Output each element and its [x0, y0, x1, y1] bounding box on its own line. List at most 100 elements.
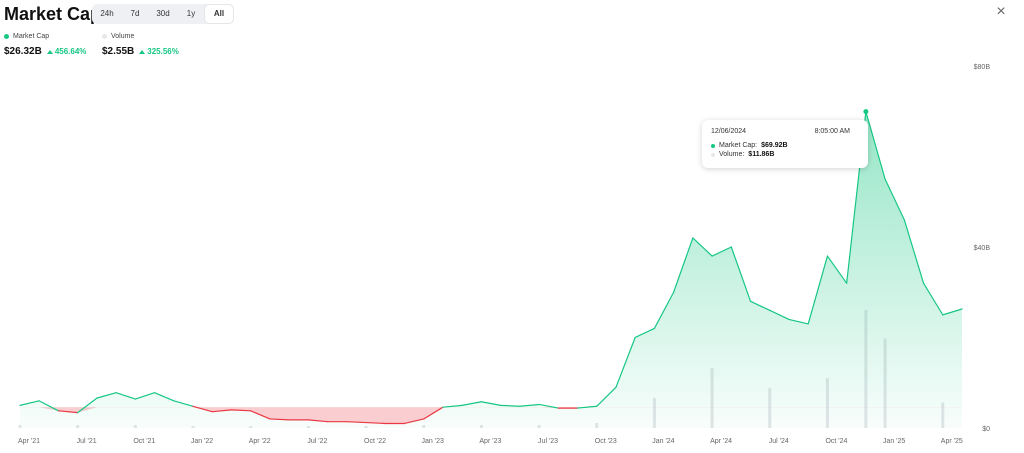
legend-dot-icon	[711, 143, 715, 148]
tooltip-market-cap-value: $69.92B	[761, 142, 788, 149]
market-cap-line-segment	[250, 410, 271, 420]
x-tick-label: Jul '23	[538, 438, 558, 445]
time-range-tabs: 24h 7d 30d 1y All	[92, 4, 234, 24]
market-cap-line-segment	[749, 300, 771, 311]
market-cap-line-segment	[153, 392, 175, 402]
triangle-up-icon	[46, 49, 53, 54]
tab-30d[interactable]: 30d	[156, 9, 170, 18]
market-cap-line-segment	[538, 403, 559, 409]
page-title: Market Cap	[4, 4, 102, 24]
market-cap-line-segment	[500, 404, 521, 407]
market-cap-line-segment	[596, 386, 617, 407]
tab-7d[interactable]: 7d	[130, 9, 140, 18]
market-cap-metric: Market Cap $26.32B 456.64%	[4, 33, 86, 57]
legend-dot-icon	[102, 34, 107, 39]
market-cap-line-segment	[346, 421, 367, 424]
legend-dot-icon	[711, 152, 715, 157]
market-cap-line-segment	[653, 291, 675, 330]
tooltip-market-cap-label: Market Cap:	[719, 142, 758, 149]
tab-1y[interactable]: 1y	[186, 9, 196, 18]
market-cap-line-segment	[884, 178, 905, 221]
triangle-up-icon	[139, 49, 146, 54]
x-tick-label: Apr '22	[249, 438, 271, 445]
chart-tooltip: 12/06/2024 8:05:00 AM Market Cap: $69.92…	[702, 120, 868, 168]
tooltip-volume-label: Volume:	[719, 151, 745, 158]
x-tick-label: Apr '25	[941, 438, 963, 445]
market-cap-line-segment	[19, 400, 40, 406]
x-tick-label: Apr '23	[479, 438, 501, 445]
market-cap-line-segment	[865, 111, 886, 180]
volume-change: 325.56%	[139, 47, 179, 56]
tooltip-volume-value: $11.86B	[748, 151, 775, 158]
market-cap-line-segment	[442, 404, 463, 408]
market-cap-line-segment	[38, 400, 60, 412]
market-cap-line-segment	[77, 397, 98, 414]
market-cap-line-segment	[826, 255, 848, 284]
x-tick-label: Oct '23	[595, 438, 617, 445]
tab-all[interactable]: All	[205, 5, 233, 23]
market-cap-legend[interactable]: Market Cap	[4, 33, 86, 40]
market-cap-line-segment	[769, 309, 790, 320]
market-cap-line-segment	[230, 409, 252, 412]
volume-legend[interactable]: Volume	[102, 33, 179, 40]
market-cap-line-segment	[173, 400, 194, 407]
market-cap-line-segment	[115, 392, 136, 400]
volume-label: Volume	[111, 33, 135, 40]
tooltip-time: 8:05:00 AM	[814, 128, 850, 135]
volume-change-value: 325.56%	[147, 47, 179, 56]
market-cap-line-segment	[942, 308, 963, 316]
market-cap-line-segment	[519, 403, 540, 407]
tooltip-market-cap-row: Market Cap: $69.92B	[711, 142, 788, 149]
highlight-point	[863, 109, 869, 115]
market-cap-line-segment	[96, 392, 117, 399]
market-cap-line-segment	[403, 418, 425, 425]
y-tick-label: $40B	[974, 245, 991, 252]
y-tick-label: $80B	[974, 64, 991, 71]
market-cap-line-segment	[461, 401, 482, 406]
x-tick-label: Apr '24	[710, 438, 732, 445]
x-tick-label: Jan '24	[652, 438, 674, 445]
legend-dot-icon	[4, 34, 9, 39]
x-tick-label: Oct '24	[825, 438, 847, 445]
volume-value: $2.55B	[102, 46, 135, 57]
market-cap-change: 456.64%	[46, 47, 87, 56]
market-cap-line-segment	[903, 219, 925, 284]
x-tick-label: Oct '21	[133, 438, 155, 445]
market-cap-line-segment	[788, 318, 809, 325]
below-baseline-area	[20, 407, 962, 424]
market-cap-line-segment	[673, 237, 694, 293]
market-cap-line-segment	[269, 418, 290, 421]
tab-24h[interactable]: 24h	[100, 9, 114, 18]
market-cap-line-segment	[480, 401, 502, 406]
market-cap-value: $26.32B	[4, 46, 42, 57]
x-tick-label: Jul '24	[769, 438, 789, 445]
market-cap-line-segment	[730, 246, 752, 302]
market-cap-line-segment	[365, 421, 386, 425]
market-cap-label: Market Cap	[13, 33, 50, 40]
x-tick-label: Oct '22	[364, 438, 386, 445]
x-tick-label: Jan '25	[883, 438, 905, 445]
volume-metric: Volume $2.55B 325.56%	[102, 33, 179, 57]
x-tick-label: Jul '22	[307, 438, 327, 445]
x-tick-label: Apr '21	[18, 438, 40, 445]
tooltip-date: 12/06/2024	[711, 128, 747, 135]
x-tick-label: Jan '22	[191, 438, 213, 445]
y-tick-label: $0	[982, 426, 990, 433]
market-cap-line-segment	[634, 327, 656, 339]
x-tick-label: Jan '23	[422, 438, 444, 445]
market-cap-line-segment	[615, 336, 636, 388]
market-cap-line-segment	[692, 237, 713, 257]
market-cap-line-segment	[711, 246, 732, 257]
market-cap-change-value: 456.64%	[54, 47, 87, 56]
market-cap-line-segment	[57, 410, 79, 414]
x-tick-label: Jul '21	[77, 438, 97, 445]
market-cap-line-segment	[423, 406, 444, 420]
market-cap-line-segment	[922, 282, 944, 316]
market-cap-line-segment	[192, 405, 213, 413]
market-cap-line-segment	[307, 419, 329, 423]
close-icon[interactable]: ×	[996, 3, 1006, 20]
tooltip-volume-row: Volume: $11.86B	[711, 151, 774, 158]
market-cap-line-segment	[134, 392, 156, 400]
market-cap-line-segment	[211, 409, 233, 413]
